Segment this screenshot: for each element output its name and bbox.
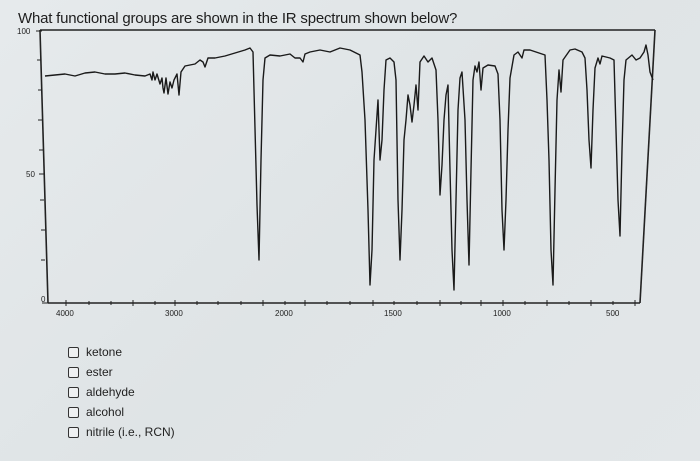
- option-nitrile[interactable]: nitrile (i.e., RCN): [68, 422, 175, 442]
- x-ticks: [65, 300, 636, 306]
- checkbox-alcohol[interactable]: [68, 406, 79, 418]
- option-ester[interactable]: ester: [68, 362, 175, 382]
- option-aldehyde[interactable]: aldehyde: [68, 382, 175, 402]
- checkbox-nitrile[interactable]: [68, 426, 79, 438]
- x-tick-label-500: 500: [606, 309, 620, 318]
- y-tick-label-0: 0: [41, 295, 46, 304]
- option-label-ester: ester: [86, 365, 113, 379]
- option-alcohol[interactable]: alcohol: [68, 402, 175, 422]
- option-label-aldehyde: aldehyde: [86, 385, 135, 399]
- checkbox-ketone[interactable]: [68, 346, 79, 358]
- y-tick-label-50: 50: [26, 170, 35, 179]
- x-tick-label-1000: 1000: [493, 309, 511, 318]
- option-ketone[interactable]: ketone: [68, 342, 175, 362]
- option-label-nitrile: nitrile (i.e., RCN): [86, 425, 175, 439]
- option-label-ketone: ketone: [86, 345, 123, 359]
- y-tick-label-100: 100: [17, 27, 31, 36]
- x-tick-label-2000: 2000: [275, 309, 293, 318]
- spectrum-trace: [44, 44, 654, 291]
- checkbox-aldehyde[interactable]: [68, 386, 79, 398]
- y-axis: [39, 29, 49, 304]
- x-tick-label-1500: 1500: [384, 309, 402, 318]
- y-ticks: [36, 30, 48, 304]
- chart-right-border: [639, 29, 656, 304]
- ir-spectrum-chart: 100 50 0 4000 3000 2000 1500 1000 500: [17, 27, 656, 318]
- question-text: What functional groups are shown in the …: [18, 10, 458, 27]
- option-label-alcohol: alcohol: [86, 405, 125, 419]
- checkbox-ester[interactable]: [68, 366, 79, 378]
- answer-options: ketone ester aldehyde alcohol nitrile (i…: [68, 342, 175, 442]
- x-tick-label-3000: 3000: [165, 309, 183, 318]
- x-tick-label-4000: 4000: [56, 309, 74, 318]
